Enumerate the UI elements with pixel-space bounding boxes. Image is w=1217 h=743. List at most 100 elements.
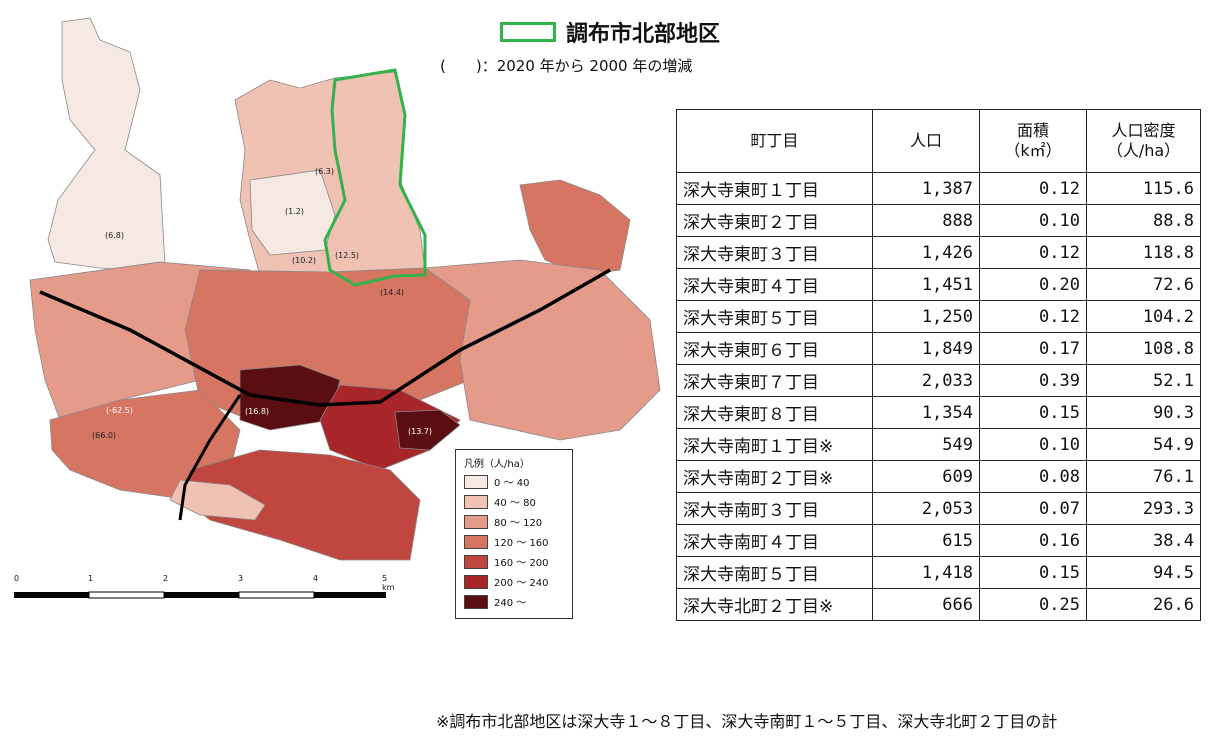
district-east-upper (519, 179, 631, 276)
legend-item: 200 ～ 240 (464, 573, 572, 590)
density-cell: 88.8 (1086, 204, 1201, 237)
district-cell: 深大寺南町４丁目 (676, 524, 873, 557)
table-row: 深大寺南町１丁目※ 549 0.10 54.9 (676, 428, 1201, 461)
population-cell: 1,418 (872, 556, 980, 589)
scale-bar: 0 1 2 3 4 5 km (14, 574, 394, 605)
population-cell: 1,354 (872, 396, 980, 429)
legend-item: 240 ～ (464, 593, 572, 610)
map-subtitle: ( )：2020 年から 2000 年の増減 (440, 57, 693, 75)
northern-area-swatch (500, 22, 556, 42)
district-cell: 深大寺南町５丁目 (676, 556, 873, 589)
legend-item: 0 ～ 40 (464, 473, 572, 490)
scale-tick: 4 (313, 574, 319, 583)
scale-bar-graphic (14, 591, 386, 599)
population-cell: 1,426 (872, 236, 980, 269)
map-title-text: 調布市北部地区 (566, 22, 721, 47)
population-cell: 2,033 (872, 364, 980, 397)
density-legend: 凡例（人/ha） 0 ～ 40 40 ～ 80 80 ～ 120 120 ～ 1… (455, 449, 573, 619)
header-density: 人口密度 （人/ha） (1086, 109, 1201, 173)
map-title: 調布市北部地区 (500, 16, 720, 48)
legend-label: 200 ～ 240 (494, 578, 549, 589)
density-cell: 118.8 (1086, 236, 1201, 269)
footnote: ※調布市北部地区は深大寺１～８丁目、深大寺南町１～５丁目、深大寺北町２丁目の計 (436, 712, 1058, 731)
legend-item: 80 ～ 120 (464, 513, 572, 530)
header-area: 面積 （k㎡） (979, 109, 1087, 173)
map-label: (12.5) (335, 251, 359, 260)
district-cell: 深大寺東町８丁目 (676, 396, 873, 429)
district-cell: 深大寺東町１丁目 (676, 172, 873, 205)
district-cell: 深大寺北町２丁目※ (676, 588, 873, 621)
population-cell: 1,849 (872, 332, 980, 365)
density-cell: 26.6 (1086, 588, 1201, 621)
table-row: 深大寺南町４丁目 615 0.16 38.4 (676, 524, 1201, 557)
population-table: 町丁目 人口 面積 （k㎡） 人口密度 （人/ha） 深大寺東町１丁目 1,387… (676, 109, 1201, 621)
legend-label: 0 ～ 40 (494, 478, 530, 489)
density-cell: 38.4 (1086, 524, 1201, 557)
density-cell: 54.9 (1086, 428, 1201, 461)
population-cell: 615 (872, 524, 980, 557)
table-row: 深大寺東町３丁目 1,426 0.12 118.8 (676, 236, 1201, 269)
legend-label: 160 ～ 200 (494, 558, 549, 569)
density-cell: 104.2 (1086, 300, 1201, 333)
district-cell: 深大寺南町３丁目 (676, 492, 873, 525)
area-cell: 0.07 (979, 492, 1087, 525)
district-cell: 深大寺東町５丁目 (676, 300, 873, 333)
area-cell: 0.25 (979, 588, 1087, 621)
area-cell: 0.39 (979, 364, 1087, 397)
map-label: (13.7) (408, 427, 432, 436)
density-cell: 94.5 (1086, 556, 1201, 589)
table-row: 深大寺北町２丁目※ 666 0.25 26.6 (676, 588, 1201, 621)
area-cell: 0.15 (979, 556, 1087, 589)
header-population: 人口 (872, 109, 980, 173)
choropleth-map: (6.8) (1.2) (6.3) (12.5) (10.2) (14.4) (… (29, 17, 661, 561)
district-cell: 深大寺東町７丁目 (676, 364, 873, 397)
density-cell: 76.1 (1086, 460, 1201, 493)
map-label: (16.8) (245, 407, 269, 416)
district-north-light (249, 169, 336, 256)
legend-swatch (464, 594, 488, 609)
table-row: 深大寺東町２丁目 888 0.10 88.8 (676, 204, 1201, 237)
table-row: 深大寺南町５丁目 1,418 0.15 94.5 (676, 556, 1201, 589)
table-row: 深大寺東町５丁目 1,250 0.12 104.2 (676, 300, 1201, 333)
district-cell: 深大寺東町２丁目 (676, 204, 873, 237)
scale-tick: 2 (163, 574, 169, 583)
area-cell: 0.12 (979, 172, 1087, 205)
scale-tick: 3 (238, 574, 244, 583)
table-row: 深大寺東町７丁目 2,033 0.39 52.1 (676, 364, 1201, 397)
scale-tick: 1 (88, 574, 94, 583)
population-cell: 1,250 (872, 300, 980, 333)
map-label: (10.2) (292, 256, 316, 265)
population-cell: 666 (872, 588, 980, 621)
legend-swatch (464, 534, 488, 549)
density-cell: 52.1 (1086, 364, 1201, 397)
legend-swatch (464, 554, 488, 569)
area-cell: 0.17 (979, 332, 1087, 365)
density-cell: 72.6 (1086, 268, 1201, 301)
legend-item: 120 ～ 160 (464, 533, 572, 550)
area-cell: 0.12 (979, 236, 1087, 269)
railway-branch (178, 394, 242, 521)
legend-swatch (464, 514, 488, 529)
map-label: (66.0) (92, 431, 116, 440)
area-cell: 0.08 (979, 460, 1087, 493)
legend-swatch (464, 494, 488, 509)
density-cell: 115.6 (1086, 172, 1201, 205)
table-row: 深大寺東町８丁目 1,354 0.15 90.3 (676, 396, 1201, 429)
map-label: (6.8) (105, 231, 124, 240)
area-cell: 0.15 (979, 396, 1087, 429)
population-cell: 549 (872, 428, 980, 461)
area-cell: 0.16 (979, 524, 1087, 557)
legend-label: 120 ～ 160 (494, 538, 549, 549)
area-cell: 0.12 (979, 300, 1087, 333)
railway-line (39, 268, 611, 407)
legend-label: 80 ～ 120 (494, 518, 543, 529)
legend-label: 240 ～ (494, 598, 527, 609)
scale-tick: 0 (14, 574, 20, 583)
legend-item: 40 ～ 80 (464, 493, 572, 510)
legend-item: 160 ～ 200 (464, 553, 572, 570)
area-cell: 0.20 (979, 268, 1087, 301)
map-label: (14.4) (380, 288, 404, 297)
density-cell: 90.3 (1086, 396, 1201, 429)
district-cell: 深大寺東町３丁目 (676, 236, 873, 269)
population-cell: 888 (872, 204, 980, 237)
